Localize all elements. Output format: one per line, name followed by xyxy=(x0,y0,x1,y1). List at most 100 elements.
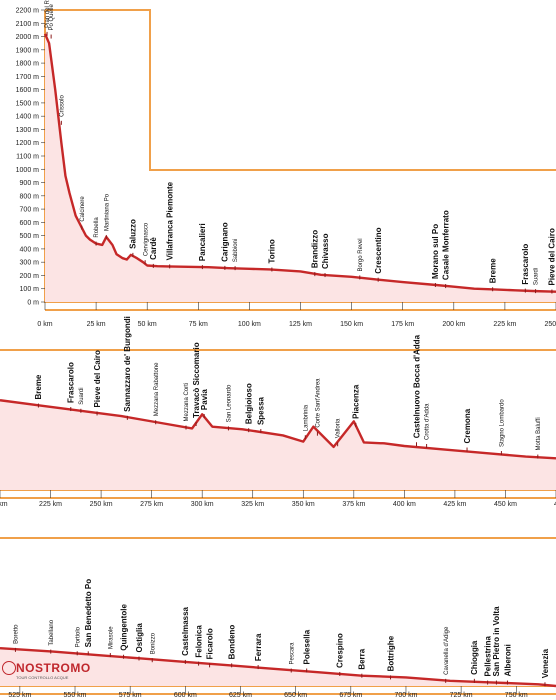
place-label: Pancalieri xyxy=(198,223,207,261)
x-tick-label: 700 km xyxy=(394,692,417,699)
place-label: Cremona xyxy=(463,408,472,443)
brand-name: NOSTROMO xyxy=(16,661,91,675)
place-label: Breme xyxy=(34,374,43,399)
y-tick-label: 1100 m xyxy=(16,154,39,161)
x-tick-label: 100 km xyxy=(238,321,261,328)
place-label: Lambrinia xyxy=(303,404,309,431)
place-label: Stagno Lombardo xyxy=(500,399,506,447)
place-label: Bottrighe xyxy=(386,635,395,671)
place-label: Carignano xyxy=(221,222,230,262)
x-tick-label: 0 km xyxy=(0,501,8,508)
place-label: Pavia xyxy=(200,389,209,410)
x-tick-label: 50 km xyxy=(138,321,157,328)
place-label: Pescara xyxy=(289,642,295,665)
place-label: Bonizzo xyxy=(150,632,156,654)
y-tick-label: 1900 m xyxy=(16,47,40,54)
place-label: Sannazzaro de' Burgondi xyxy=(123,316,132,412)
place-label: Belgioioso xyxy=(244,383,253,424)
y-tick-label: 400 m xyxy=(20,246,40,253)
y-tick-label: 1300 m xyxy=(16,127,40,134)
place-label: Breme xyxy=(488,258,497,283)
place-label: Felonica xyxy=(194,625,203,658)
x-tick-label: 400 km xyxy=(393,501,416,508)
place-label: Ficarolo xyxy=(205,628,214,659)
place-label: Berra xyxy=(358,648,367,669)
x-tick-label: 725 km xyxy=(450,692,473,699)
place-label: Tabellano xyxy=(49,619,55,645)
place-label: Cardè xyxy=(149,237,158,260)
place-label: Suardi xyxy=(534,268,540,285)
place-label: Castelmassa xyxy=(181,606,190,655)
place-label: Borgo Revel xyxy=(358,238,364,271)
place-label: Piacenza xyxy=(352,384,361,419)
x-tick-label: 275 km xyxy=(140,501,163,508)
x-tick-label: 200 km xyxy=(442,321,465,328)
place-label: Venezia xyxy=(541,648,550,678)
x-tick-label: 4 xyxy=(554,501,556,508)
place-label: Crotta d'Adda xyxy=(425,403,431,440)
place-label: Pian del Re xyxy=(45,0,51,28)
y-tick-label: 500 m xyxy=(20,233,40,240)
elevation-line-2 xyxy=(0,399,556,460)
elevation-line-3 xyxy=(0,646,556,688)
x-tick-label: 675 km xyxy=(339,692,362,699)
y-tick-label: 600 m xyxy=(20,220,40,227)
x-tick-label: 625 km xyxy=(229,692,252,699)
place-label: Saluzzo xyxy=(129,219,138,249)
y-tick-label: 1500 m xyxy=(16,100,40,107)
place-label: Calcinere xyxy=(80,196,86,222)
y-tick-label: 0 m xyxy=(27,300,39,307)
place-label: Castelnuovo Bocca d'Adda xyxy=(412,334,421,438)
x-tick-label: 150 km xyxy=(340,321,363,328)
place-label: Travacò Siccomario xyxy=(192,342,201,418)
place-label: Ferrara xyxy=(254,633,263,661)
elevation-line-1 xyxy=(43,33,556,293)
place-label: Suardi xyxy=(79,387,85,404)
logo-emblem-icon xyxy=(2,661,16,675)
elevation-area-2 xyxy=(0,400,556,490)
place-label: Frascarolo xyxy=(67,362,76,403)
x-tick-label: 75 km xyxy=(189,321,208,328)
place-label: San Leonardo xyxy=(227,384,233,422)
y-tick-label: 1400 m xyxy=(16,114,40,121)
place-label: Bondeno xyxy=(227,625,236,660)
place-label: Quingentole xyxy=(119,604,128,651)
place-label: Valloria xyxy=(336,418,342,438)
place-label: Mezzana Corti xyxy=(184,383,190,422)
place-label: Morano sul Po xyxy=(431,224,440,279)
brand-tagline: TOUR CONTROLLO ACQUE xyxy=(16,675,69,680)
x-tick-label: 325 km xyxy=(241,501,264,508)
place-label: Pieve del Cairo xyxy=(548,228,556,285)
y-tick-label: 800 m xyxy=(20,193,40,200)
x-tick-label: 175 km xyxy=(391,321,414,328)
place-label: Polesella xyxy=(302,629,311,664)
place-label: Mezzana Rabattone xyxy=(154,362,160,416)
place-label: Brandizzo xyxy=(311,230,320,268)
elevation-area-1 xyxy=(45,33,556,303)
y-tick-label: 1000 m xyxy=(16,167,40,174)
y-tick-label: 1800 m xyxy=(16,61,40,68)
place-label: Boretto xyxy=(14,624,20,644)
place-label: Robella xyxy=(94,217,100,238)
y-tick-label: 900 m xyxy=(20,180,40,187)
x-tick-label: 450 km xyxy=(494,501,517,508)
x-tick-label: 350 km xyxy=(292,501,315,508)
place-label: Sabbioni xyxy=(233,239,239,262)
x-tick-label: 750 km xyxy=(505,692,528,699)
x-tick-label: 0 km xyxy=(37,321,52,328)
x-tick-label: 525 km xyxy=(8,692,31,699)
y-tick-label: 1200 m xyxy=(16,140,40,147)
place-label: Portiolo xyxy=(75,626,81,647)
place-label: Ostiglia xyxy=(135,623,144,653)
x-tick-label: 550 km xyxy=(64,692,87,699)
place-label: Casale Monferrato xyxy=(441,210,450,280)
place-label: Po Quelle xyxy=(49,4,55,31)
place-label: Crissolo xyxy=(59,94,65,116)
place-label: Cervignasco xyxy=(143,222,149,256)
y-tick-label: 2200 m xyxy=(16,8,40,15)
place-label: Chioggia xyxy=(470,640,479,675)
x-tick-label: 300 km xyxy=(191,501,214,508)
place-label: Villafranca Piemonte xyxy=(165,181,174,260)
place-label: Crescentino xyxy=(374,227,383,273)
